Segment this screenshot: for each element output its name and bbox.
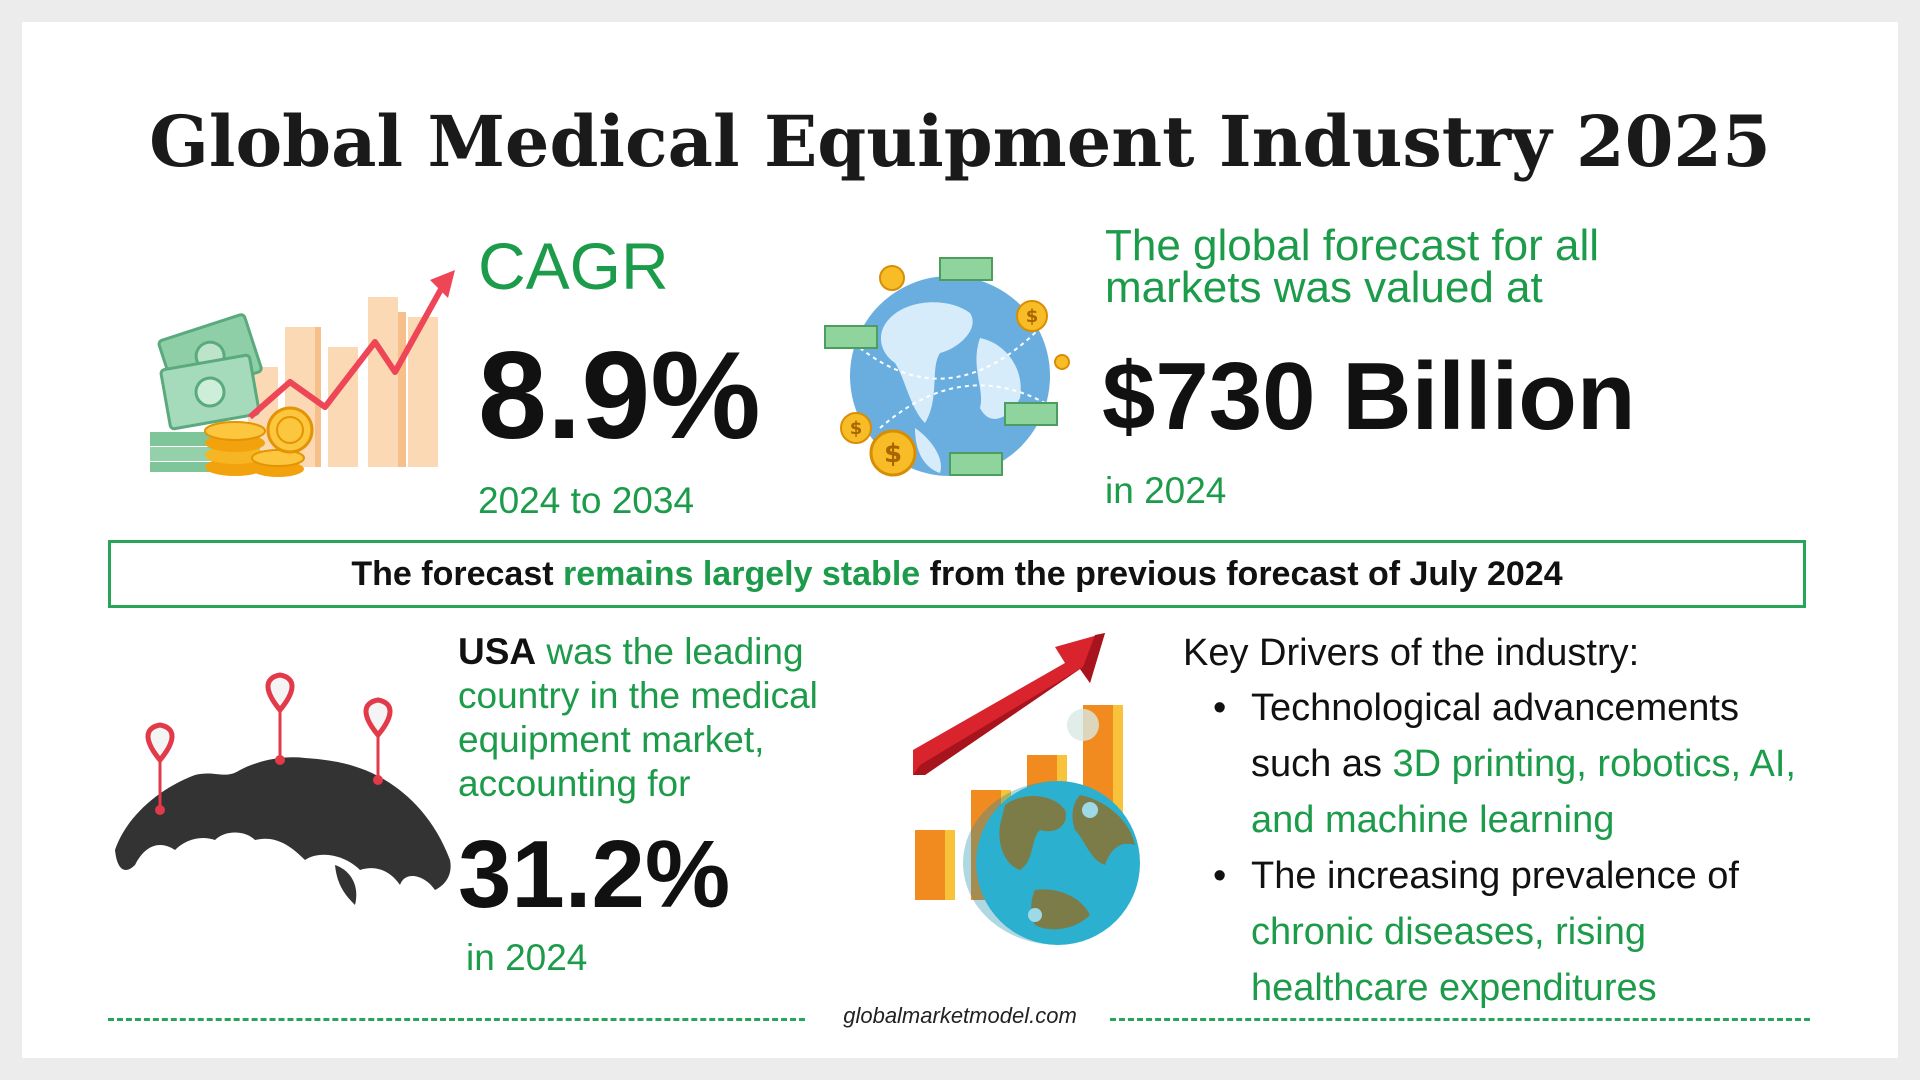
usa-country: USA [458,631,537,672]
page-title: Global Medical Equipment Industry 2025 [149,100,1771,183]
world-map-pins-icon [115,672,451,905]
usa-share-value: 31.2% [458,821,731,928]
driver-lead: The increasing prevalence of [1251,855,1739,897]
usa-description: USA was the leading country in the medic… [458,630,878,806]
drivers-list: • Technological advancements such as 3D … [1213,680,1813,1016]
list-item: • The increasing prevalence of chronic d… [1213,848,1813,1016]
forecast-stability-banner: The forecast remains largely stable from… [108,540,1806,608]
usa-description-text: was the leading country in the medical e… [458,631,818,804]
globe-money-icon: $ $ $ [824,257,1070,477]
footer-website: globalmarketmodel.com [843,1003,1077,1028]
driver-highlight: chronic diseases, rising healthcare expe… [1251,911,1657,1009]
drivers-title: Key Drivers of the industry: [1183,632,1640,674]
usa-year: in 2024 [466,937,588,978]
footer-divider-left [108,1018,805,1021]
list-item: • Technological advancements such as 3D … [1213,680,1813,848]
banner-highlight: remains largely stable [563,554,921,593]
banner-text-end: from the previous forecast of July 2024 [920,554,1563,593]
cagr-range: 2024 to 2034 [478,480,695,521]
svg-text:$: $ [1026,306,1039,327]
bullet-icon: • [1213,855,1227,897]
bullet-icon: • [1213,687,1227,729]
banner-text-start: The forecast [351,554,563,593]
globe-growth-chart-icon [913,633,1140,945]
forecast-year: in 2024 [1105,470,1227,511]
forecast-description: The global forecast for all markets was … [1105,221,1600,312]
cagr-label: CAGR [478,229,669,303]
driver-lead: Technological advancements such as [1251,687,1739,785]
money-growth-chart-icon [150,270,455,477]
footer-divider-right [1110,1018,1810,1021]
svg-text:$: $ [850,418,863,439]
driver-highlight: 3D printing, robotics, AI, and machine l… [1251,743,1796,841]
cagr-value: 8.9% [478,327,761,465]
forecast-value: $730 Billion [1102,343,1636,450]
svg-text:$: $ [884,439,902,469]
